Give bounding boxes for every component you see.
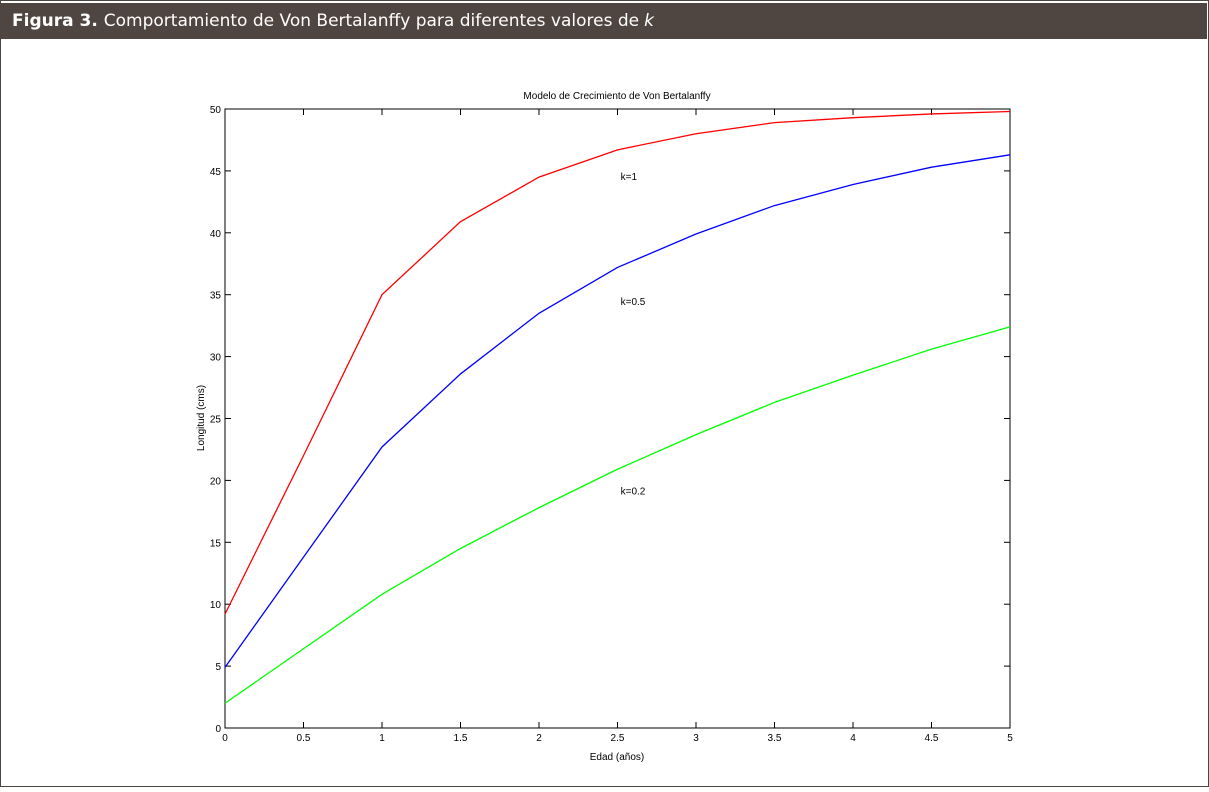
figure-caption: Figura 3. Comportamiento de Von Bertalan… <box>1 3 1207 39</box>
series-lines <box>224 110 1011 704</box>
y-tick-label: 40 <box>210 229 222 240</box>
y-tick-label: 45 <box>210 167 222 178</box>
x-tick-label: 3.5 <box>768 733 782 744</box>
y-tick-label: 50 <box>210 105 222 116</box>
x-tick-label: 4.5 <box>925 733 939 744</box>
figure-caption-text: Comportamiento de Von Bertalanffy para d… <box>103 11 640 31</box>
plot-axes-box <box>224 108 1011 729</box>
x-tick-label: 0 <box>222 733 228 744</box>
x-tick-label: 2.5 <box>611 733 625 744</box>
y-axis-label: Longitud (cms) <box>196 385 207 451</box>
x-axis-label: Edad (años) <box>590 752 644 763</box>
series-label-k=1: k=1 <box>621 172 638 183</box>
x-tick-label: 3 <box>693 733 699 744</box>
y-tick-label: 30 <box>210 353 222 364</box>
x-tick-label: 0.5 <box>297 733 311 744</box>
x-tick-label: 2 <box>536 733 542 744</box>
x-tick-label: 1 <box>379 733 385 744</box>
series-label-k=0.2: k=0.2 <box>621 486 646 497</box>
figure-label: Figura 3. <box>12 11 98 31</box>
y-tick-label: 5 <box>215 662 221 673</box>
y-tick-label: 25 <box>210 415 222 426</box>
series-label-k=0.5: k=0.5 <box>621 297 646 308</box>
y-tick-label: 10 <box>210 600 222 611</box>
y-tick-label: 0 <box>215 724 221 735</box>
x-tick-label: 1.5 <box>454 733 468 744</box>
y-tick-label: 20 <box>210 476 222 487</box>
figure-caption-variable: k <box>644 11 654 31</box>
series-line-k=0.2 <box>224 326 1011 704</box>
series-labels: k=1 k=0.5 k=0.2 <box>621 172 646 497</box>
series-line-k=0.5 <box>224 154 1011 668</box>
y-tick-label: 35 <box>210 291 222 302</box>
x-tick-label: 5 <box>1007 733 1013 744</box>
y-tick-label: 15 <box>210 538 222 549</box>
x-tick-label: 4 <box>850 733 856 744</box>
axis-ticks: 0 0.5 1 1.5 2 2.5 3 3.5 4 4.5 50510152025303540455… <box>210 105 1013 744</box>
chart-title: Modelo de Crecimiento de Von Bertalanffy <box>523 91 710 102</box>
series-line-k=1 <box>224 110 1011 615</box>
